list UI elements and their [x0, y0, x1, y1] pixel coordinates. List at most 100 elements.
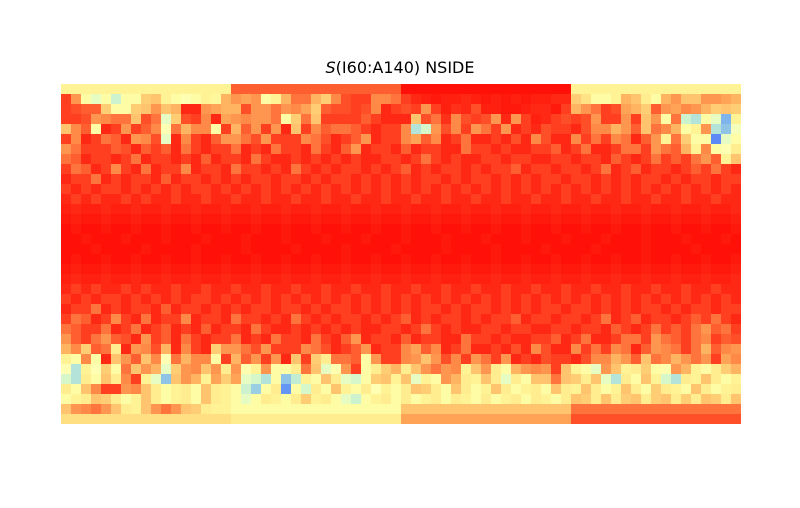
heatmap-cell [131, 304, 142, 315]
heatmap-cell [131, 144, 142, 155]
heatmap-cell [351, 364, 362, 375]
heatmap-cell [141, 214, 152, 225]
heatmap-cell [201, 264, 212, 275]
heatmap-cell [411, 94, 422, 105]
heatmap-cell [571, 254, 582, 265]
heatmap-cell [491, 94, 502, 105]
heatmap-cell [621, 84, 632, 95]
heatmap-cell [341, 354, 352, 365]
heatmap-cell [201, 104, 212, 115]
heatmap-cell [301, 264, 312, 275]
heatmap-cell [461, 354, 472, 365]
heatmap-cell [621, 404, 632, 415]
heatmap-cell [621, 134, 632, 145]
heatmap-cell [661, 254, 672, 265]
heatmap-cell [171, 124, 182, 135]
heatmap-cell [521, 174, 532, 185]
heatmap-cell [301, 284, 312, 295]
heatmap-cell [321, 104, 332, 115]
heatmap-cell [131, 134, 142, 145]
heatmap-cell [581, 314, 592, 325]
heatmap-cell [511, 254, 522, 265]
heatmap-cell [461, 304, 472, 315]
heatmap-cell [711, 104, 722, 115]
heatmap-cell [211, 104, 222, 115]
heatmap-cell [101, 384, 112, 395]
heatmap-cell [581, 274, 592, 285]
heatmap-cell [151, 234, 162, 245]
heatmap-cell [351, 204, 362, 215]
heatmap-cell [571, 344, 582, 355]
heatmap-cell [371, 124, 382, 135]
heatmap-cell [361, 414, 372, 424]
heatmap-cell [651, 124, 662, 135]
heatmap-cell [641, 314, 652, 325]
heatmap-cell [291, 344, 302, 355]
heatmap-cell [421, 104, 432, 115]
heatmap-cell [481, 174, 492, 185]
heatmap-cell [121, 104, 132, 115]
heatmap-cell [111, 384, 122, 395]
heatmap-cell [681, 164, 692, 175]
heatmap-cell [91, 364, 102, 375]
heatmap-cell [401, 254, 412, 265]
heatmap-cell [431, 284, 442, 295]
heatmap-cell [621, 294, 632, 305]
heatmap-cell [461, 234, 472, 245]
heatmap-cell [651, 344, 662, 355]
heatmap-cell [161, 244, 172, 255]
heatmap-cell [341, 404, 352, 415]
heatmap-cell [561, 274, 572, 285]
heatmap-cell [191, 84, 202, 95]
heatmap-cell [351, 274, 362, 285]
heatmap-cell [61, 114, 72, 125]
heatmap-cell [691, 294, 702, 305]
heatmap-cell [281, 174, 292, 185]
heatmap-cell [471, 294, 482, 305]
heatmap-cell [441, 104, 452, 115]
heatmap-cell [211, 314, 222, 325]
heatmap-cell [221, 224, 232, 235]
heatmap-cell [191, 364, 202, 375]
heatmap-cell [91, 94, 102, 105]
heatmap-cell [711, 304, 722, 315]
heatmap-cell [321, 154, 332, 165]
heatmap-cell [61, 234, 72, 245]
heatmap-cell [221, 284, 232, 295]
heatmap-cell [81, 214, 92, 225]
heatmap-cell [71, 354, 82, 365]
heatmap-cell [221, 144, 232, 155]
heatmap-cell [601, 404, 612, 415]
heatmap-cell [651, 244, 662, 255]
heatmap-cell [301, 164, 312, 175]
heatmap-cell [381, 304, 392, 315]
heatmap-cell [451, 314, 462, 325]
heatmap-cell [511, 134, 522, 145]
heatmap-cell [181, 414, 192, 424]
heatmap-cell [361, 374, 372, 385]
heatmap-cell [411, 154, 422, 165]
heatmap-cell [241, 124, 252, 135]
heatmap-cell [431, 314, 442, 325]
heatmap-cell [441, 244, 452, 255]
heatmap-cell [231, 324, 242, 335]
heatmap-cell [711, 394, 722, 405]
heatmap-cell [411, 184, 422, 195]
heatmap-cell [671, 304, 682, 315]
heatmap-cell [501, 274, 512, 285]
heatmap-cell [651, 414, 662, 424]
heatmap-cell [421, 154, 432, 165]
heatmap-cell [571, 334, 582, 345]
heatmap-cell [131, 244, 142, 255]
heatmap-cell [711, 214, 722, 225]
heatmap-cell [571, 374, 582, 385]
heatmap-cell [121, 174, 132, 185]
heatmap-cell [671, 114, 682, 125]
heatmap-cell [721, 234, 732, 245]
heatmap-cell [261, 224, 272, 235]
heatmap-cell [281, 84, 292, 95]
heatmap-cell [101, 214, 112, 225]
heatmap-cell [121, 274, 132, 285]
heatmap-cell [691, 114, 702, 125]
